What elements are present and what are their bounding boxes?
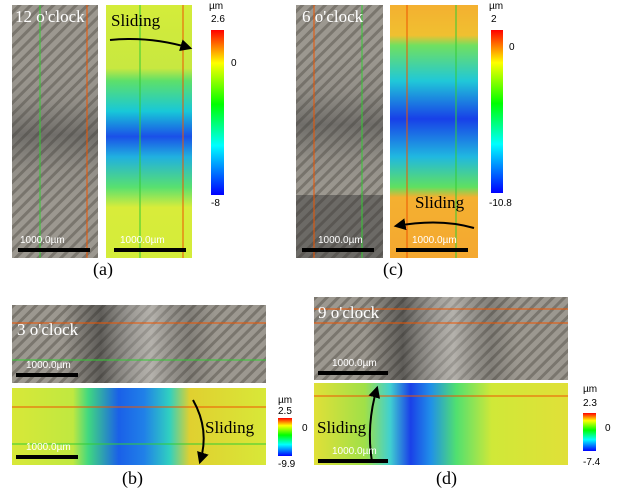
- caption: (b): [122, 468, 143, 489]
- colorbar: [278, 418, 292, 456]
- clock-label: 6 o'clock: [302, 7, 364, 26]
- colorbar-min: -9.9: [278, 459, 296, 470]
- colorbar: [491, 30, 503, 193]
- caption: (a): [93, 259, 113, 280]
- scale-label: 1000.0µm: [332, 446, 377, 457]
- colorbar-unit: µm: [583, 384, 597, 395]
- colorbar-max: 2.3: [583, 398, 597, 409]
- panel-a: 12 o'clock 1000.0µm Sliding 1000.0µm µm …: [12, 1, 237, 280]
- colorbar-unit: µm: [489, 1, 503, 12]
- scale-bar: [18, 248, 90, 252]
- panel-b: 3 o'clock 1000.0µm Sliding 1000.0µm µm 2…: [12, 305, 308, 489]
- scale-bar: [302, 248, 374, 252]
- sliding-label: Sliding: [205, 418, 255, 437]
- caption: (c): [383, 259, 403, 280]
- sliding-arrow: [192, 399, 209, 465]
- wear-track: [296, 55, 383, 195]
- wear-track: [12, 305, 266, 383]
- scale-label: 1000.0µm: [412, 235, 457, 246]
- scale-label: 1000.0µm: [26, 442, 71, 453]
- colorbar-zero: 0: [509, 42, 515, 53]
- scale-bar: [318, 459, 388, 463]
- scale-label: 1000.0µm: [26, 360, 71, 371]
- scale-label: 1000.0µm: [332, 358, 377, 369]
- colorbar: [583, 413, 596, 451]
- scale-bar: [16, 455, 78, 459]
- sliding-label: Sliding: [317, 418, 367, 437]
- sliding-arrow: [368, 385, 381, 463]
- sliding-arrow: [393, 218, 475, 231]
- colorbar-unit: µm: [278, 395, 292, 406]
- colorbar-max: 2.5: [278, 406, 292, 417]
- colorbar-zero: 0: [302, 423, 308, 434]
- shadow: [296, 195, 383, 258]
- colorbar-max: 2.6: [211, 14, 225, 25]
- colorbar-zero: 0: [231, 58, 237, 69]
- colorbar-zero: 0: [605, 423, 611, 434]
- height-map: [390, 5, 478, 258]
- colorbar-min: -8: [211, 198, 220, 209]
- clock-label: 3 o'clock: [17, 320, 79, 339]
- scale-label: 1000.0µm: [318, 235, 363, 246]
- scale-bar: [396, 248, 468, 252]
- panel-d: 9 o'clock 1000.0µm Sliding 1000.0µm µm 2…: [314, 297, 611, 489]
- height-map: [314, 383, 568, 465]
- colorbar: [211, 30, 224, 195]
- colorbar-unit: µm: [209, 1, 223, 12]
- wear-track: [314, 297, 568, 380]
- sliding-label: Sliding: [415, 193, 465, 212]
- wear-track: [12, 65, 98, 205]
- height-map: [12, 388, 266, 465]
- scale-bar: [114, 248, 186, 252]
- clock-label: 9 o'clock: [318, 303, 380, 322]
- colorbar-min: -10.8: [489, 198, 512, 209]
- colorbar-min: -7.4: [583, 457, 601, 468]
- clock-label: 12 o'clock: [15, 7, 85, 26]
- sliding-label: Sliding: [111, 11, 161, 30]
- scale-bar: [318, 371, 388, 375]
- caption: (d): [436, 468, 457, 489]
- scale-bar: [16, 373, 78, 377]
- panel-c: 6 o'clock 1000.0µm Sliding 1000.0µm µm 2…: [296, 1, 515, 280]
- scale-label: 1000.0µm: [20, 235, 65, 246]
- height-map: [106, 5, 192, 258]
- sliding-arrow: [109, 38, 193, 51]
- colorbar-max: 2: [491, 14, 497, 25]
- scale-label: 1000.0µm: [120, 235, 165, 246]
